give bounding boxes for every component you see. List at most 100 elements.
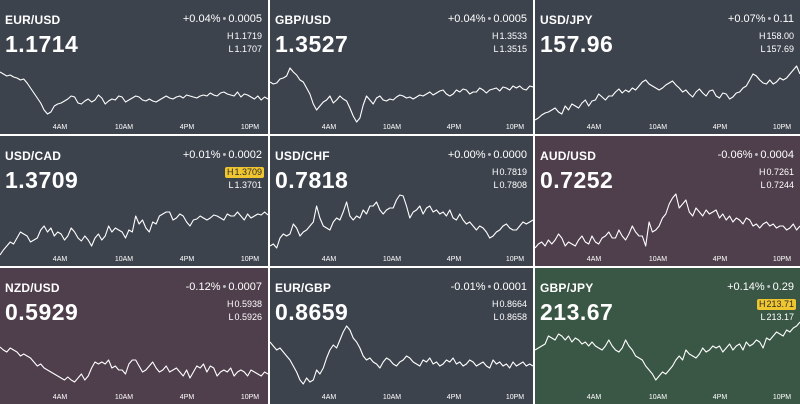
high-label: H [491,167,499,177]
change-percent: +0.14% [727,281,765,293]
price-sparkline [535,65,800,121]
current-price: 0.5929 [5,299,79,325]
high-number: 158.00 [766,31,794,41]
x-axis-label: 4AM [321,124,337,131]
change-absolute: 0.0004 [760,149,794,161]
x-axis-label: 10AM [382,256,402,263]
separator-dot: • [487,281,492,293]
high-label: H [758,167,766,177]
current-price: 0.7818 [275,167,349,193]
high-label: H [491,299,499,309]
high-number: 0.5938 [234,299,262,309]
low-number: 213.17 [766,312,794,322]
high-number: 213.71 [766,299,794,309]
low-value: L0.8658 [493,312,527,323]
low-label: L [228,180,234,190]
price-sparkline [270,194,533,249]
separator-dot: • [766,281,771,293]
high-value: H0.7261 [759,167,794,178]
change-summary: +0.00% • 0.0000 [448,149,527,161]
change-summary: +0.07% • 0.11 [728,13,794,25]
fx-tile-nzd-usd[interactable]: NZD/USD -0.12% • 0.0007 0.5929 H0.5938 L0.5926… [0,268,268,404]
fx-tile-usd-jpy[interactable]: USD/JPY +0.07% • 0.11 157.96 H158.00 L157.69 4A… [535,0,800,134]
high-number: 0.7819 [499,167,527,177]
x-axis-label: 10PM [505,124,525,131]
change-absolute: 0.0005 [493,13,527,25]
fx-tile-usd-chf[interactable]: USD/CHF +0.00% • 0.0000 0.7818 H0.7819 L0.7808… [270,136,533,266]
change-absolute: 0.0005 [228,13,262,25]
low-value: L213.17 [760,312,794,323]
x-axis-label: 10AM [114,256,134,263]
pair-name: EUR/GBP [275,281,332,295]
high-value: H0.7819 [492,167,527,178]
sparkline-path [270,194,533,249]
low-value: L1.1707 [228,44,262,55]
change-percent: +0.04% [447,13,486,25]
price-sparkline [535,193,800,249]
change-absolute: 0.11 [773,13,794,25]
x-axis-label: 10AM [648,394,668,401]
fx-tile-gbp-jpy[interactable]: GBP/JPY +0.14% • 0.29 213.67 H213.71 L213.17 4A… [535,268,800,404]
pair-name: USD/JPY [540,13,593,27]
low-value: L0.7244 [760,180,794,191]
x-axis-label: 4PM [712,124,728,131]
low-value: L1.3701 [228,180,262,191]
change-absolute: 0.0002 [228,149,262,161]
change-absolute: 0.0007 [228,281,262,293]
change-summary: +0.04% • 0.0005 [448,13,527,25]
low-label: L [760,312,766,322]
separator-dot: • [487,13,492,25]
fx-tile-gbp-usd[interactable]: GBP/USD +0.04% • 0.0005 1.3527 H1.3533 L1.3515… [270,0,533,134]
x-axis-label: 10AM [648,256,668,263]
price-sparkline [0,211,268,256]
price-sparkline [535,321,800,381]
sparkline-path [0,71,268,115]
change-summary: +0.14% • 0.29 [727,281,794,293]
fx-tile-eur-gbp[interactable]: EUR/GBP -0.01% • 0.0001 0.8659 H0.8664 L0.8658… [270,268,533,404]
high-label: H [226,167,234,177]
low-number: 0.8658 [499,312,527,322]
pair-name: GBP/JPY [540,281,594,295]
low-number: 0.7808 [499,180,527,190]
current-price: 1.1714 [5,31,79,57]
high-value: H0.5938 [227,299,262,310]
change-summary: +0.01% • 0.0002 [183,149,262,161]
low-number: 157.69 [766,44,794,54]
fx-tile-usd-cad[interactable]: USD/CAD +0.01% • 0.0002 1.3709 H1.3709 L1.3701… [0,136,268,266]
x-axis-label: 4AM [52,124,68,131]
high-value: H0.8664 [492,299,527,310]
current-price: 213.67 [540,299,614,325]
x-axis-label: 10PM [772,124,792,131]
fx-tile-eur-usd[interactable]: EUR/USD +0.04% • 0.0005 1.1714 H1.1719 L1.1707… [0,0,268,134]
x-axis-label: 10PM [505,394,525,401]
x-axis-label: 4AM [52,394,68,401]
x-axis-label: 4PM [446,256,462,263]
pair-name: AUD/USD [540,149,597,163]
low-value: L1.3515 [493,44,527,55]
sparkline-path [535,321,800,381]
high-label: H [491,31,499,41]
fx-tile-aud-usd[interactable]: AUD/USD -0.06% • 0.0004 0.7252 H0.7261 L0.7244… [535,136,800,266]
change-percent: +0.07% [727,13,766,25]
x-axis-label: 4PM [179,124,195,131]
low-label: L [493,312,499,322]
change-percent: +0.04% [182,13,221,25]
x-axis-label: 4AM [321,256,337,263]
x-axis-label: 10AM [114,124,134,131]
low-label: L [760,44,766,54]
change-percent: -0.12% [185,281,221,293]
high-number: 0.7261 [766,167,794,177]
change-absolute: 0.0000 [493,149,527,161]
change-summary: +0.04% • 0.0005 [183,13,262,25]
low-number: 1.3701 [234,180,262,190]
low-label: L [228,312,234,322]
x-axis-label: 10AM [114,394,134,401]
change-summary: -0.06% • 0.0004 [718,149,794,161]
low-value: L0.7808 [493,180,527,191]
x-axis-label: 4PM [446,124,462,131]
high-number: 0.8664 [499,299,527,309]
low-number: 0.5926 [234,312,262,322]
change-percent: +0.00% [447,149,486,161]
x-axis-label: 10PM [505,256,525,263]
price-sparkline [0,346,268,383]
